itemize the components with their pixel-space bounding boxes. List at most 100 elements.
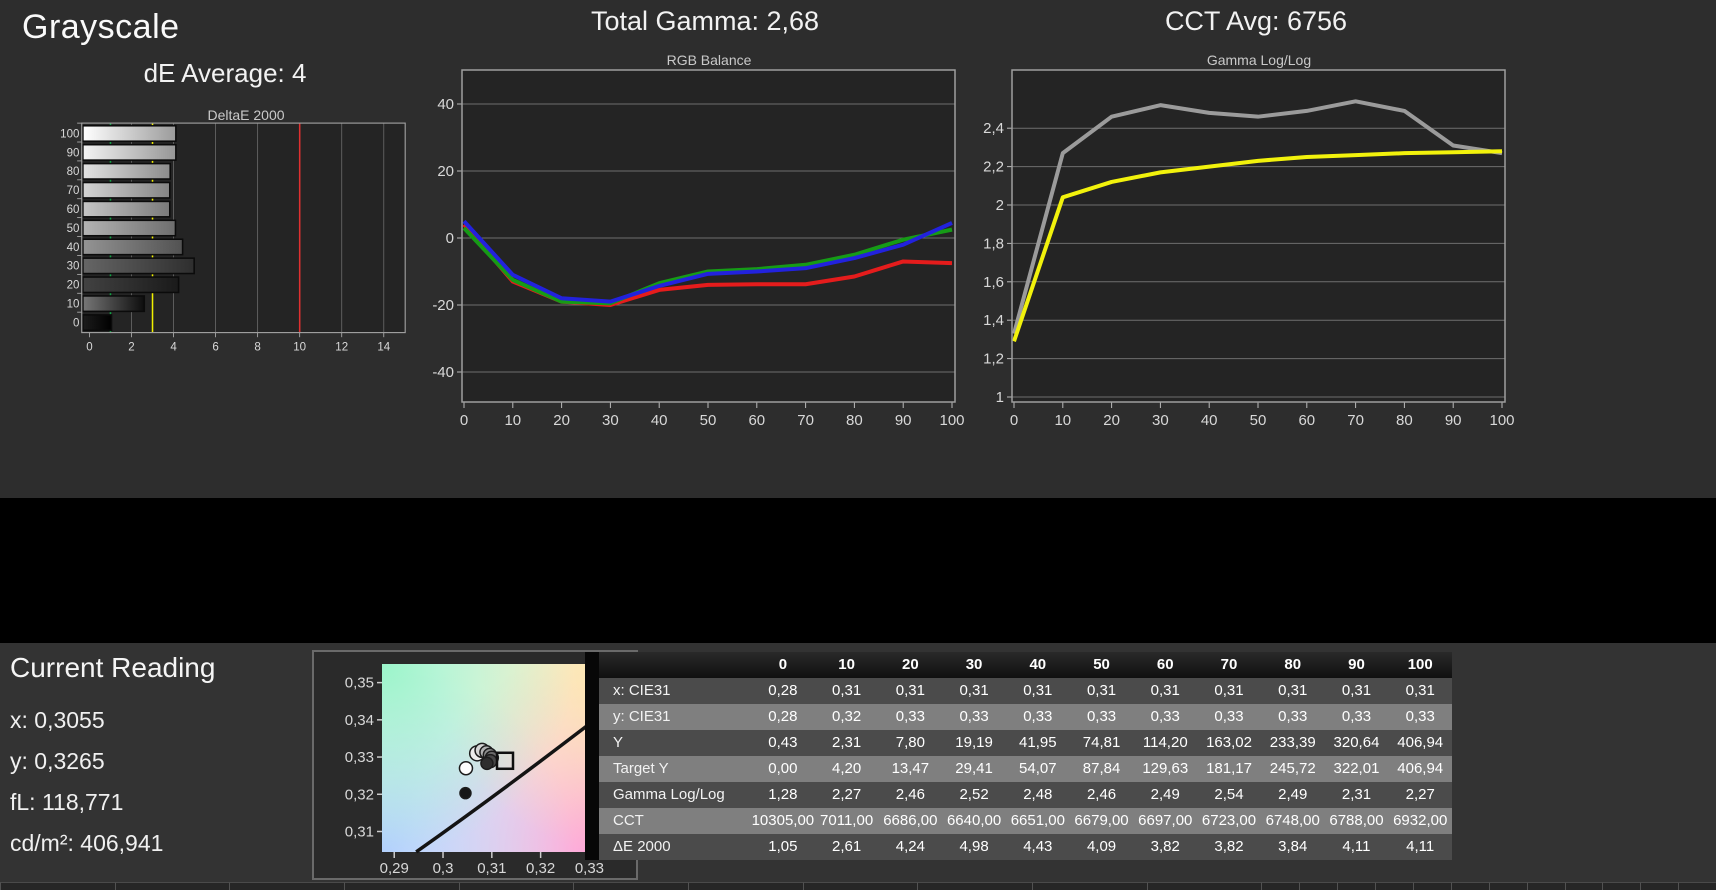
strip-cell-21 [1640,882,1679,890]
current-reading-fl: fL: 118,771 [10,789,124,815]
svg-text:10: 10 [1054,412,1071,429]
header-col-0: 0 [778,656,788,673]
de-average-stat: dE Average: 4 [143,58,307,88]
table-cell: 4,11 [1406,838,1435,855]
header-col-60: 60 [1156,656,1174,673]
table-cell: 4,20 [832,760,862,777]
svg-text:1,8: 1,8 [983,235,1004,252]
svg-text:50: 50 [700,412,717,429]
svg-text:0: 0 [1010,412,1018,429]
table-cell: 0,28 [768,708,798,725]
table-cell: 6723,00 [1201,812,1257,829]
table-cell: 2,49 [1278,786,1308,803]
table-cell: 4,98 [959,838,989,855]
header-label-cell [599,652,751,678]
gamma-loglog-chart: 2,4 2,2 2 1,8 1,6 1,4 1,2 10 10 20 30 40 50 60 70 80 90 1… [983,69,1515,429]
svg-text:20: 20 [67,280,80,292]
strip-cell-15 [1412,882,1451,890]
table-cell: 4,24 [895,838,925,855]
axis-labels: 0,35 0,34 0,33 0,32 0,31 0,29 0,3 0,31 0,32 0,33 [345,675,604,877]
table-cell: 0,31 [1278,682,1308,699]
table-cell: 1,05 [768,838,798,855]
table-cell: 2,46 [1086,786,1117,803]
gamma-chart-title: Gamma Log/Log [1206,52,1312,68]
table-cell: 0,33 [1023,708,1053,725]
svg-text:0,33: 0,33 [345,749,374,766]
rgb-balance-chart-title: RGB Balance [666,52,752,68]
bottom-band: Current Reading x: 0,3055 y: 0,3265 fL: … [0,643,1716,882]
svg-text:100: 100 [60,128,79,140]
de-bar-0 [82,314,113,332]
header-col-80: 80 [1284,656,1302,673]
grid-lines [1012,127,1505,398]
strip-cell-17 [1488,882,1527,890]
table-cell: 0,28 [768,682,798,699]
table-cell: 6686,00 [883,812,938,829]
cct-avg-stat: CCT Avg: 6756 [1164,6,1348,36]
svg-text:30: 30 [1152,412,1169,429]
table-cell: 4,09 [1086,838,1117,855]
table-cell: 6651,00 [1010,812,1065,829]
row-label: x: CIE31 [613,682,671,699]
table-row-y-cie31: y: CIE31 0,28 0,32 0,33 0,33 0,33 0,33 0,33 0,33… [599,704,1452,730]
table-cell: 163,02 [1206,734,1252,751]
svg-text:60: 60 [748,412,765,429]
svg-text:50: 50 [1250,412,1267,429]
table-cell: 6697,00 [1138,812,1193,829]
table-cell: 0,33 [1214,708,1244,725]
table-cell: 114,20 [1142,734,1188,751]
table-cell: 6679,00 [1074,812,1129,829]
table-cell: 0,00 [768,760,798,777]
table-cell: 19,19 [955,734,993,751]
strip-cell-18 [1526,882,1565,890]
svg-text:30: 30 [602,412,619,429]
total-gamma-stat: Total Gamma: 2,68 [590,6,820,36]
svg-text:6: 6 [212,341,218,353]
svg-text:1: 1 [996,389,1004,406]
svg-text:60: 60 [1298,412,1315,429]
axis-labels: 40 20 0 -20 -40 0 10 20 30 40 50 60 70 80 90 100 [432,96,964,429]
svg-text:50: 50 [67,223,80,235]
cie-point-1 [458,760,474,776]
svg-text:60: 60 [67,204,80,216]
svg-text:2,4: 2,4 [983,120,1004,137]
svg-text:0: 0 [86,341,92,353]
svg-text:0: 0 [460,412,468,429]
strip-cell-13 [1337,882,1376,890]
svg-text:-40: -40 [432,364,454,381]
svg-text:100: 100 [1489,412,1514,429]
current-reading-x: x: 0,3055 [10,707,105,733]
row-label: Target Y [613,760,669,777]
table-cell: 87,84 [1082,760,1121,777]
table-cell: 6932,00 [1393,812,1448,829]
svg-text:0,34: 0,34 [345,712,374,729]
row-label: CCT [613,812,644,829]
strip-cell-1 [114,882,230,890]
bottom-strip [0,882,1716,890]
table-cell: 0,31 [1214,682,1244,699]
cie-target-square [495,751,515,771]
svg-text:80: 80 [1396,412,1413,429]
svg-text:0,31: 0,31 [477,860,506,877]
table-cell: 0,43 [768,734,798,751]
svg-text:30: 30 [67,261,80,273]
cie-point-8 [480,756,494,771]
table-cell: 6748,00 [1265,812,1320,829]
table-cell: 0,33 [1150,708,1180,725]
svg-text:100: 100 [939,412,964,429]
svg-text:40: 40 [1201,412,1218,429]
strip-cell-8 [917,882,1033,890]
de-bars [82,125,195,332]
svg-text:8: 8 [254,341,260,353]
header-col-40: 40 [1029,656,1047,673]
header-col-30: 30 [965,656,983,673]
svg-text:80: 80 [67,166,80,178]
svg-text:40: 40 [67,242,80,254]
table-cell: 322,01 [1333,760,1380,777]
strip-cell-6 [688,882,803,890]
strip-cell-20 [1602,882,1641,890]
table-cell: 7,80 [895,734,925,751]
